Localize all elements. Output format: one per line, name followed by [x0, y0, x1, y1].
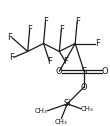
Text: F: F [9, 53, 14, 62]
Text: CH₃: CH₃ [81, 106, 94, 112]
Text: O: O [56, 67, 62, 76]
Text: F: F [63, 57, 68, 66]
Text: F: F [95, 39, 100, 48]
Text: F: F [47, 57, 52, 66]
Text: F: F [27, 25, 32, 34]
Text: CH₃: CH₃ [55, 119, 68, 125]
Text: Si: Si [63, 99, 71, 108]
Text: CH₃: CH₃ [35, 108, 48, 114]
Text: F: F [43, 17, 48, 26]
Text: F: F [59, 25, 64, 34]
Text: O: O [102, 67, 108, 76]
Text: F: F [75, 17, 80, 26]
Text: F: F [7, 33, 12, 42]
Text: S: S [81, 67, 87, 76]
Text: O: O [81, 83, 87, 91]
